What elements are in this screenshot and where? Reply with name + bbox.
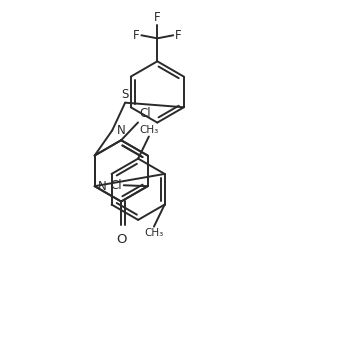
Text: Cl: Cl <box>110 179 122 192</box>
Text: O: O <box>116 233 126 246</box>
Text: N: N <box>117 124 125 137</box>
Text: Cl: Cl <box>140 107 152 120</box>
Text: N: N <box>98 180 107 193</box>
Text: CH₃: CH₃ <box>139 125 158 135</box>
Text: F: F <box>175 29 182 42</box>
Text: F: F <box>154 11 161 24</box>
Text: CH₃: CH₃ <box>144 229 163 238</box>
Text: S: S <box>121 88 129 101</box>
Text: F: F <box>133 29 140 42</box>
